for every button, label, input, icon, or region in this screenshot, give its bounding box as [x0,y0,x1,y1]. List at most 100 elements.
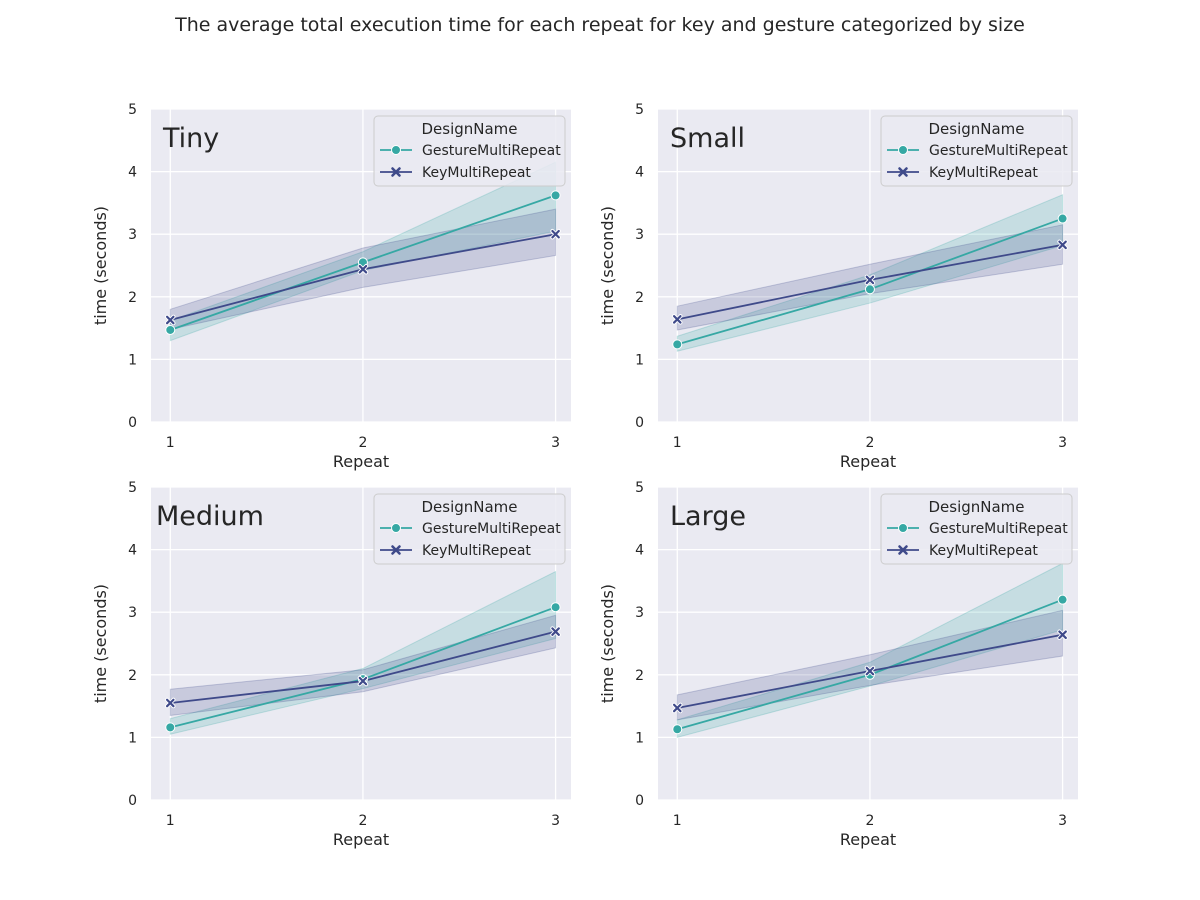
panel-label: Small [670,123,745,154]
panel-label: Tiny [162,123,219,154]
legend-entry-label: KeyMultiRepeat [929,165,1038,181]
chart-panel-tiny: 0 1 2 3 4 5 1 2 3 Repeat time (seconds) Tiny DesignN… [91,102,571,471]
legend: DesignName GestureMultiRepeat KeyMultiRepe… [373,115,566,187]
y-tick-label: 2 [635,290,644,306]
panel-label: Large [670,501,746,532]
marker-cross [358,264,368,274]
data-point [672,724,683,735]
marker-cross [672,703,682,713]
legend-marker [898,167,908,177]
y-tick-label: 2 [128,668,137,684]
data-point [672,314,683,325]
y-tick-label: 5 [635,102,644,118]
legend: DesignName GestureMultiRepeat KeyMultiRepe… [373,493,566,565]
figure-title: The average total execution time for eac… [175,14,1025,36]
y-tick-label: 2 [128,290,137,306]
legend-entry-label: GestureMultiRepeat [422,143,561,159]
y-tick-label: 1 [635,352,644,368]
panel-label: Medium [156,501,264,532]
legend-entry-label: KeyMultiRepeat [422,543,531,559]
x-tick-label: 3 [1058,435,1067,451]
marker-cross [165,698,175,708]
legend-marker [898,523,908,533]
legend-marker [898,545,908,555]
data-point [1057,239,1068,251]
data-point [550,190,561,201]
marker-cross [865,666,875,676]
data-point [357,675,369,687]
y-tick-label: 4 [635,543,644,559]
legend-marker [391,145,401,155]
x-tick-label: 3 [551,813,560,829]
y-tick-label: 3 [635,227,644,243]
y-tick-label: 1 [128,352,137,368]
marker-cross [165,315,175,325]
x-tick-label: 2 [358,435,367,451]
x-axis-label: Repeat [840,452,896,471]
y-axis-label: time (seconds) [598,206,617,325]
legend-box [373,493,566,565]
x-tick-label: 2 [865,435,874,451]
data-point [1057,594,1068,605]
x-tick-label: 3 [1058,813,1067,829]
y-axis-label: time (seconds) [91,584,110,703]
y-tick-label: 4 [128,543,137,559]
legend-box [373,115,566,187]
y-tick-label: 0 [128,793,137,809]
legend-marker [391,523,401,533]
marker-cross [358,676,368,686]
data-point [165,697,176,709]
marker-cross [865,275,875,285]
chart-panel-small: 0 1 2 3 4 5 1 2 3 Repeat time (seconds) Small Design… [598,102,1078,471]
y-tick-label: 1 [635,730,644,746]
y-axis-label: time (seconds) [91,206,110,325]
legend: DesignName GestureMultiRepeat KeyMultiRepe… [880,115,1073,187]
data-point [864,665,876,677]
y-tick-label: 0 [128,415,137,431]
legend-entry-label: KeyMultiRepeat [929,543,1038,559]
y-tick-label: 3 [635,605,644,621]
data-point [672,702,683,714]
y-tick-label: 5 [635,480,644,496]
legend-marker [391,545,401,555]
marker-cross [1058,240,1067,250]
x-tick-label: 1 [673,813,682,829]
y-tick-label: 3 [128,605,137,621]
x-tick-label: 1 [673,435,682,451]
y-tick-label: 0 [635,415,644,431]
data-point [165,324,176,335]
legend-entry-label: GestureMultiRepeat [422,521,561,537]
data-point [864,284,875,295]
data-point [550,229,561,240]
y-axis-label: time (seconds) [598,584,617,703]
x-tick-label: 1 [166,435,175,451]
x-tick-label: 2 [358,813,367,829]
x-tick-label: 2 [865,813,874,829]
y-tick-label: 4 [635,165,644,181]
data-point [1057,629,1068,640]
legend-title: DesignName [928,120,1024,138]
data-point [165,722,176,733]
data-point [357,264,369,275]
y-tick-label: 5 [128,102,137,118]
y-tick-label: 1 [128,730,137,746]
y-tick-label: 2 [635,668,644,684]
chart-panel-large: 0 1 2 3 4 5 1 2 3 Repeat time (seconds) Large Design… [598,480,1078,849]
legend-marker [391,167,401,177]
legend-entry-label: KeyMultiRepeat [422,165,531,181]
data-point [864,274,876,286]
y-tick-label: 0 [635,793,644,809]
marker-cross [551,627,560,636]
marker-cross [1058,630,1067,640]
y-tick-label: 5 [128,480,137,496]
x-axis-label: Repeat [333,452,389,471]
chart-panel-medium: 0 1 2 3 4 5 1 2 3 Repeat time (seconds) Medium Desig… [91,480,571,849]
x-axis-label: Repeat [333,830,389,849]
marker-cross [551,229,560,239]
legend-title: DesignName [421,120,517,138]
y-tick-label: 3 [128,227,137,243]
data-point [550,626,561,637]
confidence-band [169,614,557,717]
confidence-band [169,570,557,735]
